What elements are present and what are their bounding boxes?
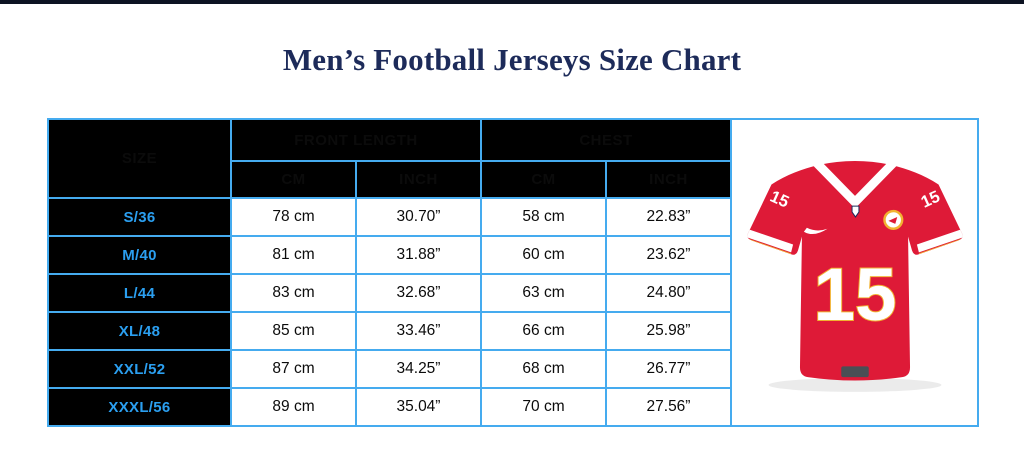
front-inch-cell: 32.68” — [355, 273, 482, 313]
chest-cm-cell: 58 cm — [480, 197, 607, 237]
chest-cm-cell: 68 cm — [480, 349, 607, 389]
front-inch-cell: 33.46” — [355, 311, 482, 351]
front-inch-cell: 34.25” — [355, 349, 482, 389]
column-header-size: SIZE — [47, 118, 232, 199]
chest-cm-cell: 66 cm — [480, 311, 607, 351]
column-header-front-length: FRONT LENGTH — [230, 118, 482, 162]
table-row: S/36 78 cm 30.70” 58 cm 22.83” — [47, 197, 978, 237]
size-label-cell: XXL/52 — [47, 349, 232, 389]
front-inch-cell: 35.04” — [355, 387, 482, 427]
team-patch-arrow — [887, 216, 897, 224]
header-row-groups: SIZE FRONT LENGTH CHEST — [47, 118, 979, 427]
size-label-cell: M/40 — [47, 235, 232, 275]
size-label-cell: XXXL/56 — [47, 387, 232, 427]
size-label-cell: S/36 — [47, 197, 232, 237]
chest-inch-cell: 25.98” — [605, 311, 732, 351]
chest-cm-cell: 70 cm — [480, 387, 607, 427]
jersey-shadow — [768, 377, 941, 392]
chest-inch-cell: 27.56” — [605, 387, 732, 427]
front-cm-cell: 87 cm — [230, 349, 357, 389]
size-label-cell: L/44 — [47, 273, 232, 313]
chest-inch-cell: 23.62” — [605, 235, 732, 275]
front-inch-cell: 30.70” — [355, 197, 482, 237]
jersey-product-image: 15 15 15 — [730, 118, 979, 427]
subheader-chest-inch: INCH — [605, 160, 732, 199]
size-chart-container: SIZE FRONT LENGTH CHEST — [47, 118, 979, 427]
front-cm-cell: 83 cm — [230, 273, 357, 313]
front-cm-cell: 85 cm — [230, 311, 357, 351]
table-row: L/44 83 cm 32.68” 63 cm 24.80” — [47, 273, 978, 313]
nfl-shield-icon — [851, 205, 859, 218]
top-border-bar — [0, 0, 1024, 4]
column-header-chest: CHEST — [480, 118, 732, 162]
front-cm-cell: 78 cm — [230, 197, 357, 237]
subheader-front-inch: INCH — [355, 160, 482, 199]
page-title: Men’s Football Jerseys Size Chart — [282, 42, 742, 77]
chest-cm-cell: 60 cm — [480, 235, 607, 275]
table-row: M/40 81 cm 31.88” 60 cm 23.62” — [47, 235, 978, 275]
chest-inch-cell: 26.77” — [605, 349, 732, 389]
front-inch-cell: 31.88” — [355, 235, 482, 275]
front-cm-cell: 89 cm — [230, 387, 357, 427]
subheader-chest-cm: CM — [480, 160, 607, 199]
jersey-illustration: 15 15 15 — [746, 157, 963, 392]
chest-cm-cell: 63 cm — [480, 273, 607, 313]
size-label-cell: XL/48 — [47, 311, 232, 351]
chest-inch-cell: 24.80” — [605, 273, 732, 313]
chest-number: 15 — [813, 252, 896, 336]
table-row: XL/48 85 cm 33.46” 66 cm 25.98” — [47, 311, 978, 351]
vneck-collar — [811, 157, 898, 209]
front-cm-cell: 81 cm — [230, 235, 357, 275]
chest-inch-cell: 22.83” — [605, 197, 732, 237]
table-row: XXXL/56 89 cm 35.04” 70 cm 27.56” — [47, 387, 978, 427]
header-row-units: CM INCH CM INCH — [48, 160, 978, 199]
jersey-body — [746, 160, 963, 381]
table-row: XXL/52 87 cm 34.25” 68 cm 26.77” — [47, 349, 978, 389]
size-chart-table: SIZE FRONT LENGTH CHEST — [47, 118, 979, 427]
jock-tag — [840, 365, 869, 377]
subheader-front-cm: CM — [230, 160, 357, 199]
swoosh-icon — [803, 227, 827, 234]
